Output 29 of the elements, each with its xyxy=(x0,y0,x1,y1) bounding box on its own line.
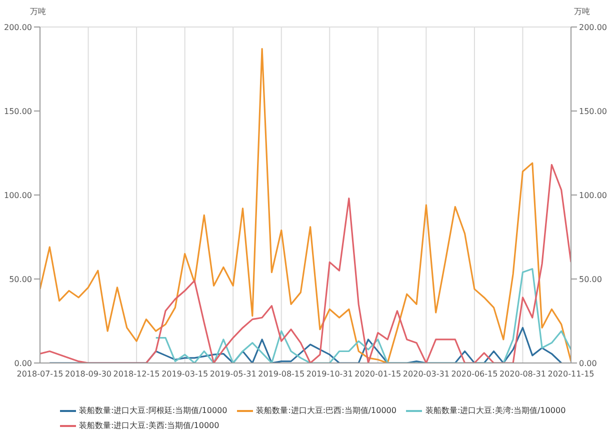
y2-tick-label: 100.00 xyxy=(579,190,607,200)
y-tick-label: 50.00 xyxy=(9,274,32,284)
x-tick-label: 2020-01-15 xyxy=(354,370,402,379)
y-tick-label: 150.00 xyxy=(4,106,32,116)
x-tick-label: 2020-03-31 xyxy=(402,370,450,379)
x-tick-label: 2018-07-15 xyxy=(16,370,64,379)
line-series xyxy=(155,268,571,363)
x-tick-label: 2019-08-15 xyxy=(258,370,305,379)
legend-label: 装船数量:进口大豆:阿根廷:当期值/10000 xyxy=(78,405,228,416)
y-tick-label: 0.00 xyxy=(14,358,32,368)
x-tick-label: 2019-10-31 xyxy=(306,370,353,379)
y2-tick-label: 200.00 xyxy=(579,22,607,32)
x-tick-label: 2020-06-15 xyxy=(451,370,498,379)
x-tick-label: 2018-09-30 xyxy=(65,370,112,379)
y2-tick-label: 0.00 xyxy=(579,358,597,368)
x-tick-label: 2020-11-15 xyxy=(548,370,594,379)
y-axis-title: 万吨 xyxy=(30,7,46,16)
x-tick-label: 2019-03-15 xyxy=(162,370,208,379)
y-tick-label: 200.00 xyxy=(4,22,32,32)
legend-label: 装船数量:进口大豆:巴西:当期值/10000 xyxy=(255,405,396,416)
y2-axis-title: 万吨 xyxy=(574,7,590,16)
x-tick-label: 2019-05-31 xyxy=(210,370,256,379)
x-tick-label: 2018-12-15 xyxy=(113,370,160,379)
legend-label: 装船数量:进口大豆:美西:当期值/10000 xyxy=(78,420,220,431)
y2-tick-label: 50.00 xyxy=(579,274,602,284)
x-tick-label: 2020-08-31 xyxy=(499,370,546,379)
y2-tick-label: 150.00 xyxy=(579,106,607,116)
y-tick-label: 100.00 xyxy=(4,190,32,200)
legend-label: 装船数量:进口大豆:美湾:当期值/10000 xyxy=(424,405,566,416)
